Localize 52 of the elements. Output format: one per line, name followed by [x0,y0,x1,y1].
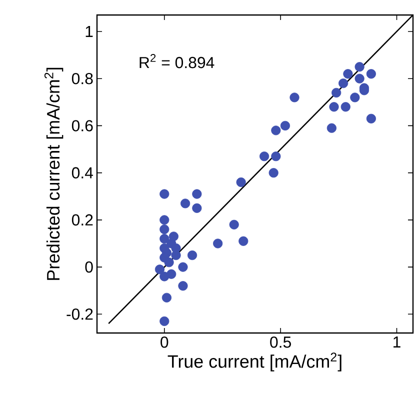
point [164,258,174,268]
point [290,92,300,102]
point [187,250,198,260]
point [160,243,170,253]
point [180,198,190,208]
point [160,189,170,199]
point [366,69,376,79]
x-axis-title: True current [mA/cm$^{2}$] [168,352,342,372]
point [160,215,170,225]
y-tick-label: 0.6 [72,120,93,132]
point [350,92,360,102]
point [178,281,188,291]
point [160,234,170,244]
y-tick-label: -0.2 [66,308,93,320]
x-tick-label: 0 [160,336,168,348]
point [192,203,202,213]
point [166,269,176,279]
y-tick-label: 0.4 [72,167,94,178]
point [168,232,178,242]
point [343,69,353,79]
point [192,189,202,199]
annotation: R$^{2}$ = 0.894 [140,54,214,68]
point [338,78,348,88]
point [326,123,336,133]
point [238,236,248,246]
point [354,74,364,84]
point [280,120,290,131]
point [366,114,376,124]
x-tick-label: 0.5 [270,336,291,348]
y-tick-label: 0 [85,261,93,273]
point [160,316,170,326]
point [340,102,350,112]
y-tick-label: 0.8 [72,72,93,84]
point [236,177,246,188]
point [354,62,364,72]
y-axis-title: Predicted current [mA/cm$^{2}$] [44,68,64,280]
point [178,262,188,272]
point [329,102,339,112]
point [162,292,172,302]
y-tick-label: 0.2 [72,214,93,226]
point [160,224,170,234]
point [171,250,181,260]
y-tick-label: 1 [86,26,93,37]
point [271,126,281,136]
point [268,168,278,178]
point [332,88,342,98]
point [229,220,239,230]
point [213,238,223,248]
point [154,264,165,274]
x-tick-label: 1 [394,336,400,348]
point [271,152,281,162]
point [260,152,270,162]
